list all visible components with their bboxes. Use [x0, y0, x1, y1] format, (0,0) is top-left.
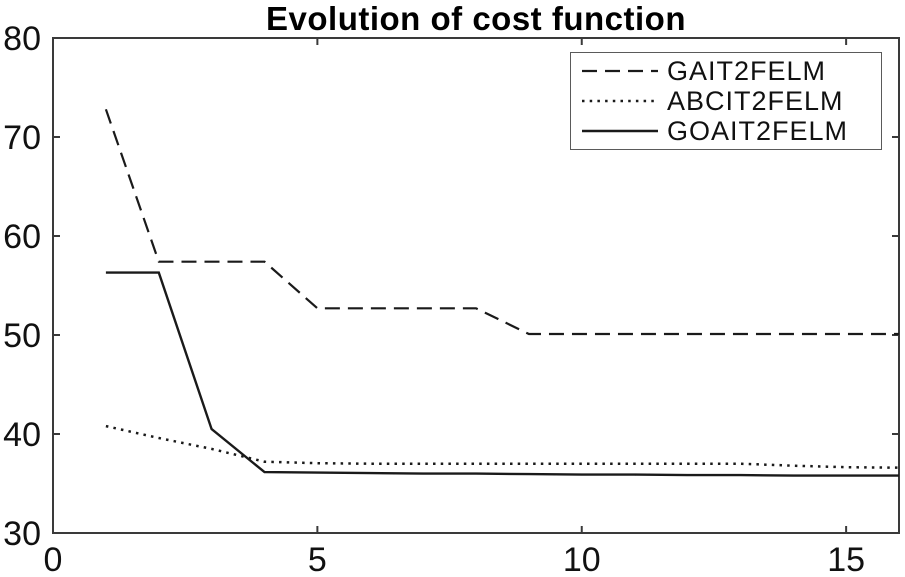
- legend-item: GAIT2FELM: [571, 56, 881, 86]
- svg-text:5: 5: [308, 541, 327, 577]
- legend-label: GOAIT2FELM: [667, 115, 849, 146]
- dotted-line-sample-icon: [582, 99, 658, 103]
- svg-text:10: 10: [563, 541, 601, 577]
- legend-label: ABCIT2FELM: [667, 85, 844, 116]
- svg-text:80: 80: [3, 20, 41, 58]
- svg-text:60: 60: [3, 218, 41, 256]
- legend: GAIT2FELM ABCIT2FELM GOAIT2FELM: [570, 52, 882, 150]
- chart-title: Evolution of cost function: [266, 0, 686, 37]
- dashed-line-sample-icon: [582, 69, 658, 73]
- solid-line-sample-icon: [582, 129, 658, 133]
- svg-text:15: 15: [827, 541, 865, 577]
- svg-text:0: 0: [44, 541, 63, 577]
- svg-text:50: 50: [3, 317, 41, 355]
- svg-text:30: 30: [3, 515, 41, 553]
- legend-label: GAIT2FELM: [667, 55, 827, 86]
- legend-item: GOAIT2FELM: [571, 116, 881, 146]
- legend-item: ABCIT2FELM: [571, 86, 881, 116]
- svg-text:70: 70: [3, 119, 41, 157]
- svg-text:40: 40: [3, 416, 41, 454]
